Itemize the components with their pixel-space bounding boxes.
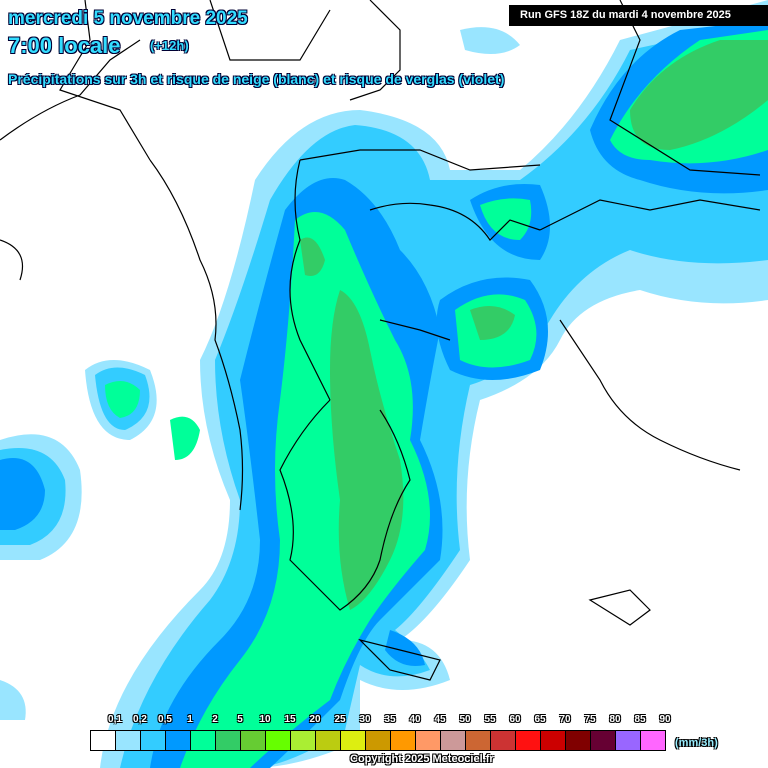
legend-label: 45 — [434, 714, 446, 725]
legend-label: 2 — [212, 714, 218, 725]
legend-swatch — [166, 731, 191, 750]
legend-swatch — [291, 731, 316, 750]
legend-swatch — [341, 731, 366, 750]
legend-label: 15 — [284, 714, 296, 725]
legend-swatch — [191, 731, 216, 750]
legend-label: 1 — [187, 714, 193, 725]
legend-swatch — [591, 731, 616, 750]
legend-label: 50 — [459, 714, 471, 725]
forecast-time: 7:00 locale — [8, 33, 121, 58]
legend-swatch — [616, 731, 641, 750]
legend-swatch — [116, 731, 141, 750]
legend-swatch — [216, 731, 241, 750]
legend-unit: (mm/3h) — [675, 737, 718, 749]
legend-swatch — [466, 731, 491, 750]
legend-label: 40 — [409, 714, 421, 725]
legend-label: 20 — [309, 714, 321, 725]
legend-swatch — [541, 731, 566, 750]
map-subtitle: Précipitations sur 3h et risque de neige… — [8, 71, 505, 87]
legend-label: 70 — [559, 714, 571, 725]
legend-label: 65 — [534, 714, 546, 725]
run-info-banner: Run GFS 18Z du mardi 4 novembre 2025 — [509, 5, 768, 26]
color-legend — [90, 730, 666, 751]
legend-label: 55 — [484, 714, 496, 725]
copyright: Copyright 2025 Meteociel.fr — [350, 753, 494, 765]
legend-label: 30 — [359, 714, 371, 725]
legend-swatch — [91, 731, 116, 750]
legend-swatch — [316, 731, 341, 750]
forecast-date: mercredi 5 novembre 2025 — [8, 8, 248, 29]
legend-swatch — [416, 731, 441, 750]
legend-label: 35 — [384, 714, 396, 725]
legend-label: 75 — [584, 714, 596, 725]
legend-swatch — [241, 731, 266, 750]
legend-swatch — [441, 731, 466, 750]
legend-label: 60 — [509, 714, 521, 725]
legend-label: 0,2 — [133, 714, 147, 725]
lead-time: (+12h) — [150, 38, 189, 53]
legend-label: 0,5 — [158, 714, 172, 725]
legend-label: 25 — [334, 714, 346, 725]
legend-label: 10 — [259, 714, 271, 725]
legend-swatch — [366, 731, 391, 750]
legend-label: 80 — [609, 714, 621, 725]
legend-swatch — [641, 731, 665, 750]
legend-label: 90 — [659, 714, 671, 725]
legend-swatch — [516, 731, 541, 750]
legend-swatch — [491, 731, 516, 750]
legend-label: 0,1 — [108, 714, 122, 725]
legend-label: 85 — [634, 714, 646, 725]
legend-label: 5 — [237, 714, 243, 725]
coastlines-borders — [0, 0, 761, 681]
legend-swatch — [266, 731, 291, 750]
precip-very-strong-layer — [300, 40, 768, 610]
legend-swatch — [391, 731, 416, 750]
legend-swatch — [566, 731, 591, 750]
legend-swatch — [141, 731, 166, 750]
